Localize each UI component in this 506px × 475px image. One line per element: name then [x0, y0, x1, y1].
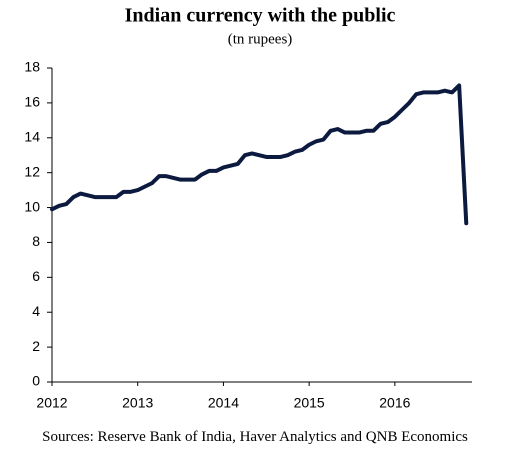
y-tick-label: 0: [32, 373, 40, 389]
chart-title: Indian currency with the public: [125, 5, 396, 27]
x-tick-label: 2015: [294, 395, 325, 411]
source-note: Sources: Reserve Bank of India, Haver An…: [42, 429, 468, 445]
y-tick-label: 14: [24, 128, 40, 144]
chart-subtitle: (tn rupees): [228, 31, 293, 47]
y-tick-label: 8: [32, 233, 40, 249]
x-tick-label: 2013: [122, 395, 153, 411]
y-tick-label: 2: [32, 338, 40, 354]
y-tick-label: 12: [24, 163, 40, 179]
y-tick-label: 18: [24, 59, 40, 75]
y-tick-label: 16: [24, 94, 40, 110]
x-tick-label: 2016: [379, 395, 410, 411]
y-tick-label: 10: [24, 198, 40, 214]
line-series: [50, 83, 469, 226]
y-tick-label: 6: [32, 268, 40, 284]
x-tick-label: 2012: [36, 395, 67, 411]
chart: Indian currency with the public (tn rupe…: [24, 5, 472, 411]
y-tick-label: 4: [32, 303, 40, 319]
x-tick-label: 2014: [208, 395, 239, 411]
